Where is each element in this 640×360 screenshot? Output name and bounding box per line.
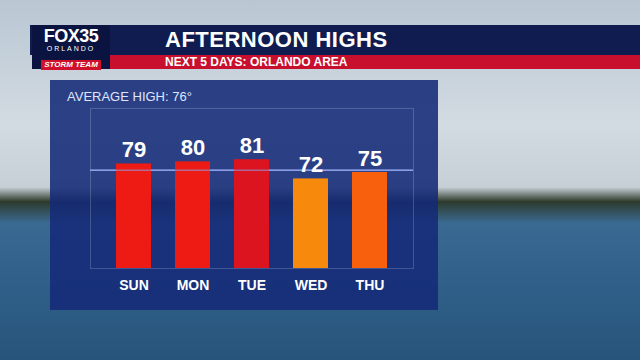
html-text:AVERAGE HIGH: 76°: AVERAGE HIGH: 76° [67, 89, 192, 104]
html-text:STORM TEAM: STORM TEAM [44, 60, 98, 69]
html-text:ORLANDO: ORLANDO [46, 45, 96, 52]
svg-text:THU: THU [356, 277, 385, 293]
svg-text:79: 79 [122, 137, 146, 162]
html-text:NEXT 5 DAYS: ORLANDO AREA: NEXT 5 DAYS: ORLANDO AREA [165, 55, 348, 69]
svg-text:80: 80 [181, 135, 205, 160]
svg-text:SUN: SUN [119, 277, 149, 293]
svg-text:TUE: TUE [238, 277, 266, 293]
svg-text:WED: WED [295, 277, 328, 293]
html-text:AFTERNOON HIGHS: AFTERNOON HIGHS [165, 27, 388, 52]
svg-text:72: 72 [299, 152, 323, 177]
svg-text:81: 81 [240, 133, 264, 158]
svg-text:MON: MON [177, 277, 210, 293]
svg-text:75: 75 [358, 146, 382, 171]
html-text:FOX35: FOX35 [43, 26, 99, 46]
